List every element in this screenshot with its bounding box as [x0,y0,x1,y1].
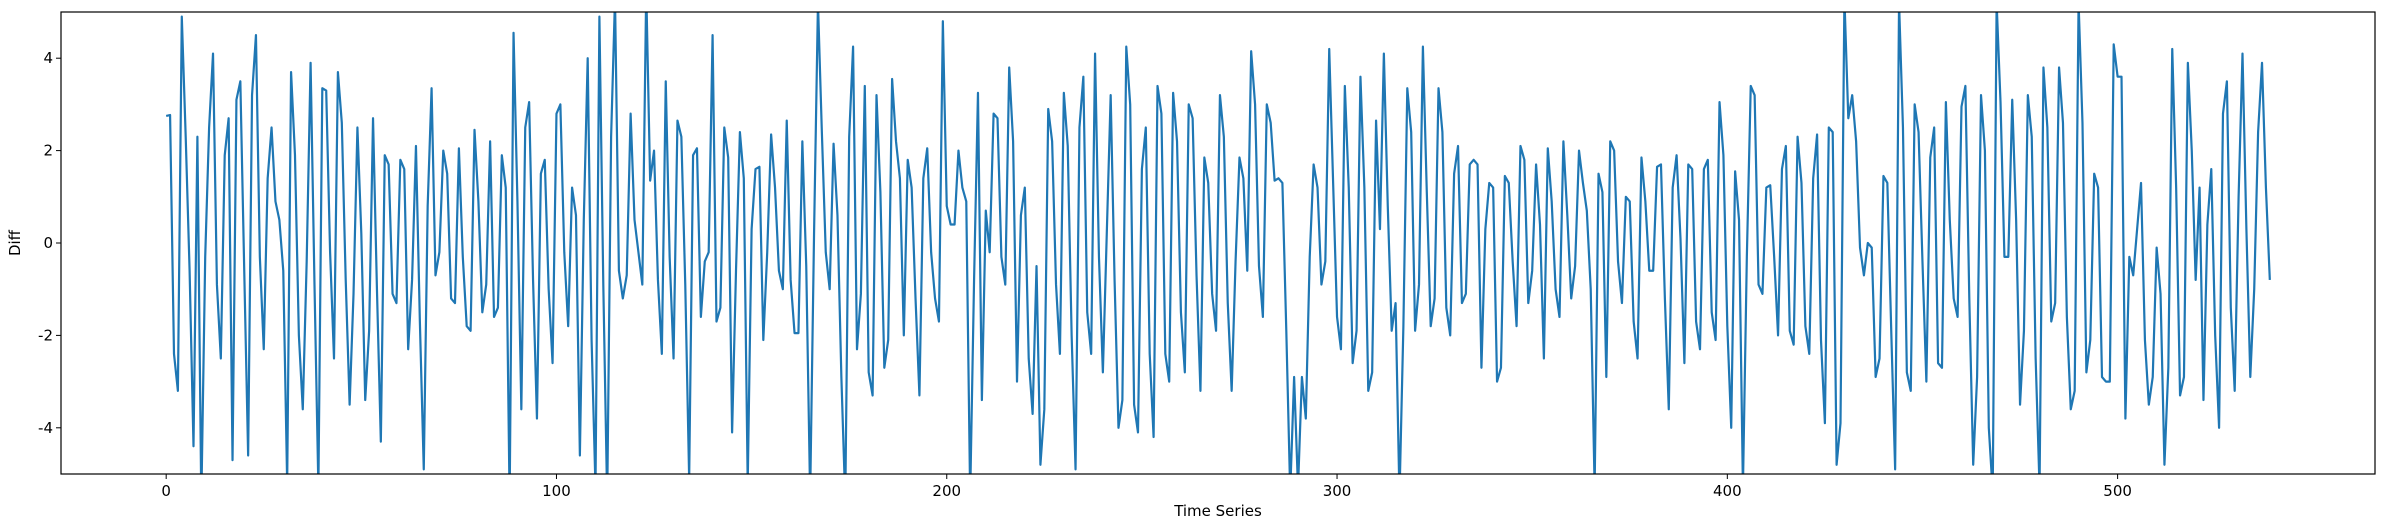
data-line [165,12,2271,474]
x-axis-label: Time Series [1173,502,1262,520]
plot-frame [60,11,2376,475]
y-tick-label: 4 [43,49,53,67]
x-tick-label: 100 [542,482,571,500]
x-tick-label: 400 [1713,482,1742,500]
y-tick-label: -2 [38,326,53,344]
x-tick-label: 500 [2103,482,2132,500]
y-tick-label: -4 [38,419,53,437]
y-tick-label: 2 [43,142,53,160]
y-tick-label: 0 [43,234,53,252]
x-tick-label: 0 [161,482,171,500]
y-axis-label: Diff [6,229,24,256]
x-tick-label: 300 [1323,482,1352,500]
x-tick-label: 200 [932,482,961,500]
